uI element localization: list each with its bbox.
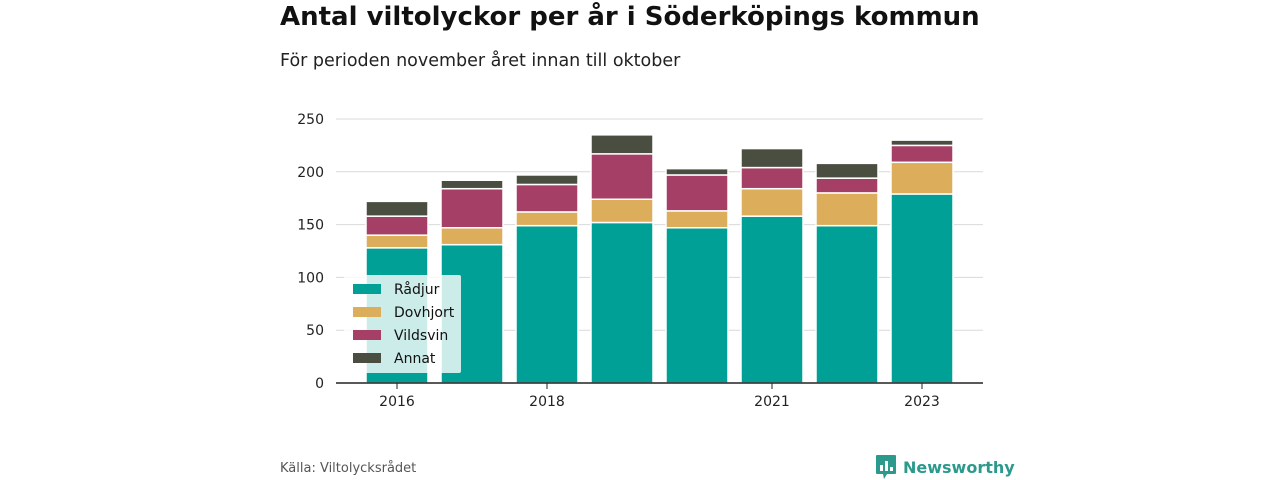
bar-segment — [740, 147, 804, 169]
bar-segment — [515, 211, 579, 227]
source-note: Källa: Viltolycksrådet — [280, 461, 417, 476]
bar-segment — [515, 224, 579, 384]
bar-segment — [365, 215, 429, 236]
y-tick-label: 150 — [297, 218, 324, 234]
bar-segment — [440, 227, 504, 246]
legend-swatch — [353, 330, 381, 340]
x-tick-label: 2021 — [754, 394, 790, 410]
bar-segment — [590, 153, 654, 201]
legend-label: Vildsvin — [394, 328, 448, 344]
legend-swatch — [353, 353, 381, 363]
legend-swatch — [353, 307, 381, 317]
y-tick-label: 0 — [315, 376, 324, 392]
bar-segment — [440, 179, 504, 190]
bar-segment — [890, 193, 954, 384]
bar-segment — [815, 224, 879, 384]
bar-segment — [815, 162, 879, 179]
y-tick-label: 100 — [297, 270, 324, 286]
bar-segment — [590, 134, 654, 155]
legend-label: Annat — [394, 351, 436, 367]
bar-segment — [365, 234, 429, 249]
bar-segment — [665, 174, 729, 212]
bar-segment — [590, 221, 654, 384]
legend-label: Rådjur — [394, 281, 440, 298]
bar-segment — [515, 183, 579, 213]
x-tick-label: 2023 — [904, 394, 940, 410]
bar-segment — [815, 192, 879, 227]
y-tick-label: 50 — [306, 323, 324, 339]
x-tick-label: 2016 — [379, 394, 415, 410]
bar-segment — [815, 177, 879, 194]
newsworthy-logo-icon — [876, 455, 896, 479]
legend-label: Dovhjort — [394, 305, 455, 321]
bar-segment — [365, 200, 429, 217]
y-tick-label: 200 — [297, 165, 324, 181]
bar-segment — [890, 144, 954, 164]
bar-segment — [665, 210, 729, 229]
bar-segment — [590, 198, 654, 224]
bar-segment — [515, 174, 579, 186]
bar-segment — [440, 187, 504, 229]
legend-swatch — [353, 284, 381, 294]
y-tick-label: 250 — [297, 112, 324, 128]
bar-segment — [665, 227, 729, 384]
bar-segment — [740, 215, 804, 384]
bar-segment — [665, 167, 729, 176]
bar-segment — [890, 161, 954, 195]
chart-title: Antal viltolyckor per år i Söderköpings … — [280, 2, 980, 32]
bar-segment — [890, 139, 954, 147]
brand-name: Newsworthy — [903, 457, 1015, 477]
chart-subtitle: För perioden november året innan till ok… — [280, 51, 681, 71]
x-tick-label: 2018 — [529, 394, 565, 410]
newsworthy-logo[interactable]: Newsworthy — [875, 454, 1015, 480]
bar-segment — [740, 166, 804, 190]
bar-segment — [740, 187, 804, 217]
legend-box — [344, 275, 461, 373]
